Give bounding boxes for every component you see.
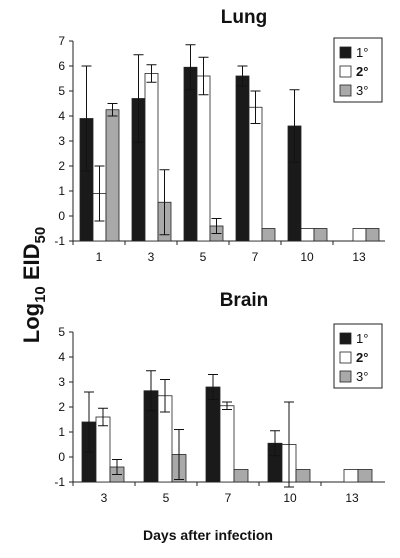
brain-bar-3 [233, 469, 249, 483]
brain-y-tick-label: 0 [58, 450, 65, 464]
lung-legend-label-2: 2° [356, 64, 368, 79]
lung-y-tick-label: 0 [58, 209, 65, 223]
lung-x-tick-label: 3 [148, 250, 155, 264]
brain-y-tick-label: 1 [58, 425, 65, 439]
lung-x-tick-label: 1 [96, 250, 103, 264]
brain-bar-3 [357, 469, 373, 483]
lung-y-tick-label: 3 [58, 134, 65, 148]
lung-x-tick-label: 13 [352, 250, 366, 264]
lung-y-tick-label: 2 [58, 159, 65, 173]
brain-legend-label-1: 1° [356, 331, 368, 346]
lung-legend-label-3: 3° [356, 83, 368, 98]
brain-x-tick-label: 10 [283, 491, 297, 505]
lung-bar-2 [144, 73, 159, 242]
lung-y-tick-label: 6 [58, 59, 65, 73]
brain-legend-label-3: 3° [356, 369, 368, 384]
brain-y-tick-label: -1 [54, 475, 65, 489]
brain-y-tick-label: 3 [58, 375, 65, 389]
chart-title-brain: Brain [220, 290, 269, 311]
lung-y-tick-label: -1 [54, 234, 65, 248]
lung-legend-swatch-1 [339, 46, 352, 59]
brain-x-tick-label: 7 [225, 491, 232, 505]
brain-legend: 1° 2° 3° [333, 323, 383, 389]
lung-legend-swatch-2 [339, 65, 352, 78]
brain-x-tick-label: 3 [101, 491, 108, 505]
lung-bar-3 [365, 228, 380, 242]
lung-bar-2 [352, 228, 367, 242]
lung-x-tick-label: 5 [200, 250, 207, 264]
brain-bar-1 [205, 386, 221, 483]
lung-bar-3 [261, 228, 276, 242]
brain-x-tick-label: 13 [345, 491, 359, 505]
y-axis-label: Log10 EID50 [19, 227, 49, 344]
y-axis-label-sub: 10 [32, 286, 49, 303]
lung-y-tick-label: 1 [58, 184, 65, 198]
lung-x-tick-label: 10 [300, 250, 314, 264]
brain-bar-2 [343, 469, 359, 483]
lung-y-tick-label: 4 [58, 109, 65, 123]
y-axis-label-main: Log [19, 303, 44, 343]
lung-legend-label-1: 1° [356, 45, 368, 60]
lung-bar-1 [183, 66, 198, 242]
y-axis-label-main2: EID [19, 243, 44, 286]
y-axis-label-sub2: 50 [32, 227, 49, 244]
brain-x-tick-label: 5 [163, 491, 170, 505]
lung-bar-3 [105, 109, 120, 242]
lung-bar-3 [313, 228, 328, 242]
lung-x-tick-label: 7 [252, 250, 259, 264]
brain-legend-swatch-2 [339, 351, 352, 364]
brain-legend-swatch-1 [339, 332, 352, 345]
lung-bar-1 [235, 75, 250, 242]
brain-legend-swatch-3 [339, 370, 352, 383]
chart-title-lung: Lung [221, 7, 267, 28]
lung-bar-2 [196, 75, 211, 242]
brain-y-tick-label: 5 [58, 325, 65, 339]
brain-bar-3 [295, 469, 311, 483]
brain-y-tick-label: 2 [58, 400, 65, 414]
brain-plot: -1 0 1 2 3 4 5 3 5 7 10 13 1° 2° 3° [54, 323, 385, 505]
brain-legend-label-2: 2° [356, 350, 368, 365]
lung-y-tick-label: 7 [58, 34, 65, 48]
brain-y-tick-label: 4 [58, 350, 65, 364]
brain-bar-2 [219, 405, 235, 483]
lung-legend: 1° 2° 3° [333, 37, 383, 103]
x-axis-label: Days after infection [143, 527, 273, 543]
lung-legend-swatch-3 [339, 84, 352, 97]
lung-y-tick-label: 5 [58, 84, 65, 98]
lung-bar-2 [248, 106, 263, 242]
lung-bar-2 [300, 228, 315, 242]
brain-bar-2 [95, 416, 111, 483]
